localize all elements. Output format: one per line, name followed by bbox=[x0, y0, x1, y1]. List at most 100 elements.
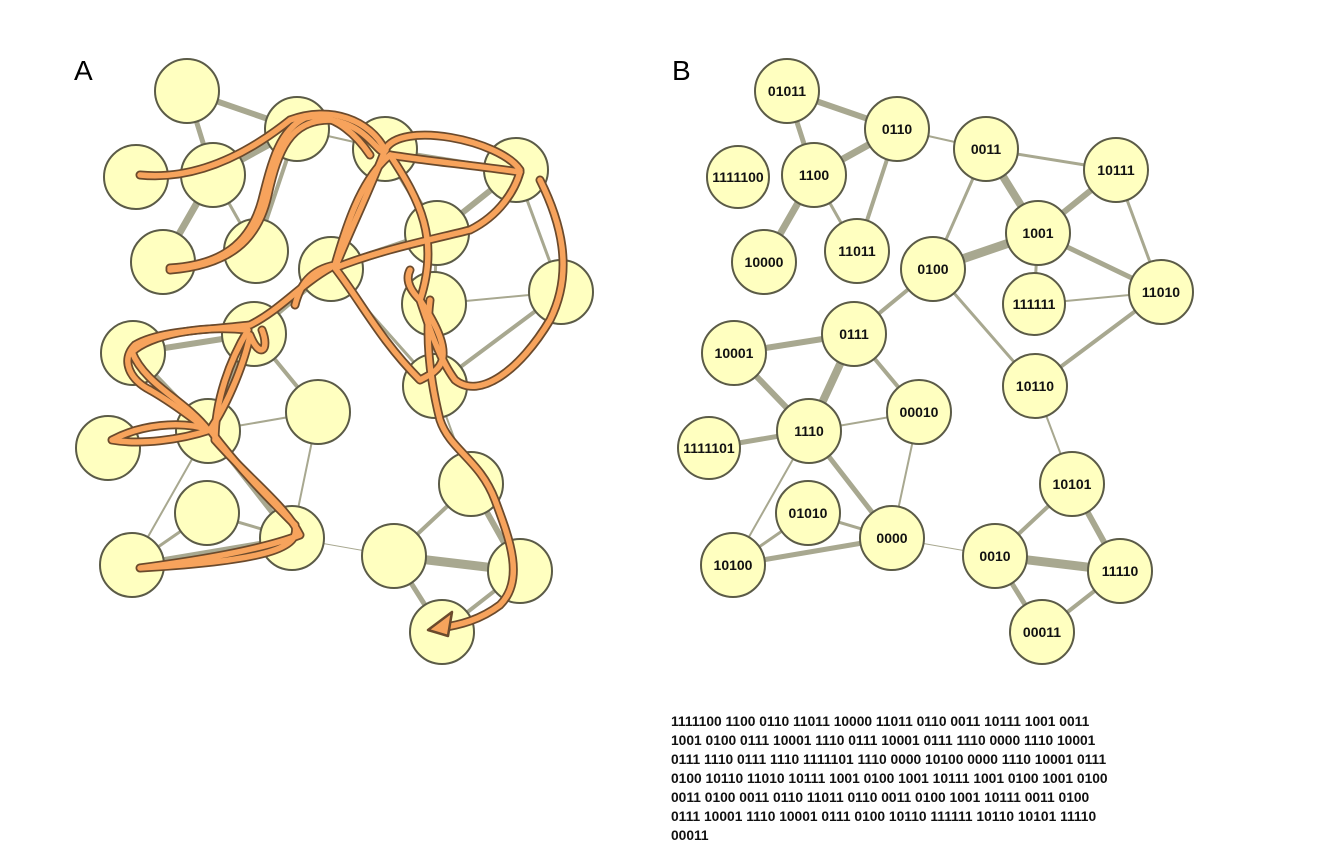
panel-a-node bbox=[154, 58, 220, 124]
walk-path-strand bbox=[332, 147, 523, 271]
walk-path-strand bbox=[387, 152, 566, 389]
walk-path-strand bbox=[332, 265, 446, 383]
panel-b-node-circle bbox=[700, 532, 766, 598]
panel-b-node-label: 11110 bbox=[1102, 563, 1139, 579]
panel-b-node-label: 10110 bbox=[1016, 378, 1054, 394]
sequence-line-4: 0100 10110 11010 10111 1001 0100 1001 10… bbox=[671, 771, 1108, 786]
panel-b-node-circle bbox=[953, 116, 1019, 182]
panel-b-node-circle bbox=[886, 379, 952, 445]
panel-b-node-label: 1100 bbox=[799, 167, 830, 183]
panel-a-node bbox=[285, 379, 351, 445]
panel-b-node-circle bbox=[775, 480, 841, 546]
walk-path-strand bbox=[137, 111, 523, 179]
panel-b-network: 01011 0110 0011 1111100 1100 10111 10000 11011 1… bbox=[677, 58, 1194, 665]
walk-path-strand bbox=[147, 327, 268, 433]
walk-path-strand bbox=[167, 117, 389, 273]
panel-b-node-label: 1110 bbox=[794, 423, 824, 439]
panel-b-node: 10001 bbox=[701, 320, 767, 386]
panel-b-node-label: 0100 bbox=[917, 261, 948, 277]
panel-a-walk-paths bbox=[107, 109, 568, 638]
panel-b-node: 1111100 bbox=[706, 145, 770, 209]
panel-a-node bbox=[75, 415, 141, 481]
panel-b-label: B bbox=[672, 55, 691, 86]
panel-b-node-label: 0010 bbox=[979, 548, 1010, 564]
panel-b-node: 0000 bbox=[859, 505, 925, 571]
panel-b-node-circle bbox=[900, 236, 966, 302]
panel-b-node-label: 01010 bbox=[789, 505, 828, 521]
panel-b-node-circle bbox=[864, 96, 930, 162]
panel-b-node-label: 111111 bbox=[1013, 296, 1056, 312]
panel-b-node-circle bbox=[1002, 272, 1066, 336]
panel-b-node-circle bbox=[1009, 599, 1075, 665]
panel-b-node: 10100 bbox=[700, 532, 766, 598]
panel-b-node-circle bbox=[1087, 538, 1153, 604]
panel-a-node bbox=[174, 480, 240, 546]
panel-b-node-circle bbox=[731, 229, 797, 295]
sequence-line-3: 0111 1110 0111 1110 1111101 1110 0000 10… bbox=[671, 752, 1107, 767]
panel-b-node: 01010 bbox=[775, 480, 841, 546]
panel-b-node-circle bbox=[824, 218, 890, 284]
panel-b-node-circle bbox=[781, 142, 847, 208]
panel-a-label: A bbox=[74, 55, 93, 86]
panel-b-node: 10111 bbox=[1083, 137, 1149, 203]
panel-b-node-label: 0000 bbox=[876, 530, 907, 546]
panel-b-node-circle bbox=[701, 320, 767, 386]
panel-b-node-label: 10111 bbox=[1097, 162, 1135, 178]
panel-b-node-label: 01011 bbox=[768, 83, 806, 99]
panel-b-node: 111111 bbox=[1002, 272, 1066, 336]
panel-b-node: 0111 bbox=[821, 301, 887, 367]
sequence-line-5: 0011 0100 0011 0110 11011 0110 0011 0100… bbox=[671, 790, 1090, 805]
sequence-line-2: 1001 0100 0111 10001 1110 0111 10001 011… bbox=[671, 733, 1096, 748]
symbol-sequence: 1111100 1100 0110 11011 10000 11011 0110… bbox=[671, 712, 1211, 845]
panel-b-node: 0100 bbox=[900, 236, 966, 302]
panel-b-node-circle bbox=[677, 416, 741, 480]
panel-b-node: 10101 bbox=[1039, 451, 1105, 517]
sequence-line-7: 00011 bbox=[671, 828, 709, 843]
panel-b-node: 1100 bbox=[781, 142, 847, 208]
panel-b-node-label: 11011 bbox=[838, 243, 876, 259]
walk-path-arrowhead bbox=[426, 610, 454, 638]
panel-b-node-label: 0011 bbox=[971, 141, 1002, 157]
sequence-line-6: 0111 10001 1110 10001 0111 0100 10110 11… bbox=[671, 809, 1097, 824]
panel-b-node-circle bbox=[1002, 353, 1068, 419]
panel-b-node-label: 10101 bbox=[1053, 476, 1092, 492]
panel-b-node-circle bbox=[1005, 200, 1071, 266]
panel-b-node-label: 00010 bbox=[900, 404, 939, 420]
panel-b-node-circle bbox=[1083, 137, 1149, 203]
panel-b-node-circle bbox=[962, 523, 1028, 589]
sequence-line-1: 1111100 1100 0110 11011 10000 11011 0110… bbox=[671, 714, 1090, 729]
panel-b-node-label: 0110 bbox=[882, 121, 913, 137]
panel-b-node: 01011 bbox=[754, 58, 820, 124]
panel-a-node bbox=[438, 451, 504, 517]
panel-b-node-circle bbox=[706, 145, 770, 209]
panel-b-node: 0110 bbox=[864, 96, 930, 162]
panel-b-node: 11010 bbox=[1128, 259, 1194, 325]
panel-b-node-label: 1001 bbox=[1022, 225, 1053, 241]
panel-b-node: 0010 bbox=[962, 523, 1028, 589]
panel-b-node-circle bbox=[754, 58, 820, 124]
panel-b-node-label: 10000 bbox=[745, 254, 784, 270]
panel-b-node-label: 1111101 bbox=[683, 440, 735, 456]
panel-b-node: 11110 bbox=[1087, 538, 1153, 604]
panel-b-node: 1110 bbox=[776, 398, 842, 464]
walk-path-strand bbox=[425, 297, 517, 631]
panel-a-node bbox=[487, 538, 553, 604]
panel-b-node: 10000 bbox=[731, 229, 797, 295]
panel-b-node: 11011 bbox=[824, 218, 890, 284]
panel-b-node-label: 00011 bbox=[1023, 624, 1061, 640]
panel-b-node: 00011 bbox=[1009, 599, 1075, 665]
walk-path-strand bbox=[137, 437, 303, 571]
panel-b-node-label: 10001 bbox=[715, 345, 754, 361]
panel-b-node-label: 0111 bbox=[839, 326, 869, 342]
panel-b-node-circle bbox=[1128, 259, 1194, 325]
walk-path-strand bbox=[292, 152, 523, 308]
panel-a-network bbox=[75, 58, 594, 665]
panel-b-node-circle bbox=[859, 505, 925, 571]
panel-b-node-circle bbox=[821, 301, 887, 367]
panel-a-node bbox=[361, 523, 427, 589]
panel-b-node: 00010 bbox=[886, 379, 952, 445]
panel-b-node: 0011 bbox=[953, 116, 1019, 182]
panel-b-node-label: 1111100 bbox=[712, 169, 764, 185]
walk-path-strand bbox=[129, 325, 251, 443]
